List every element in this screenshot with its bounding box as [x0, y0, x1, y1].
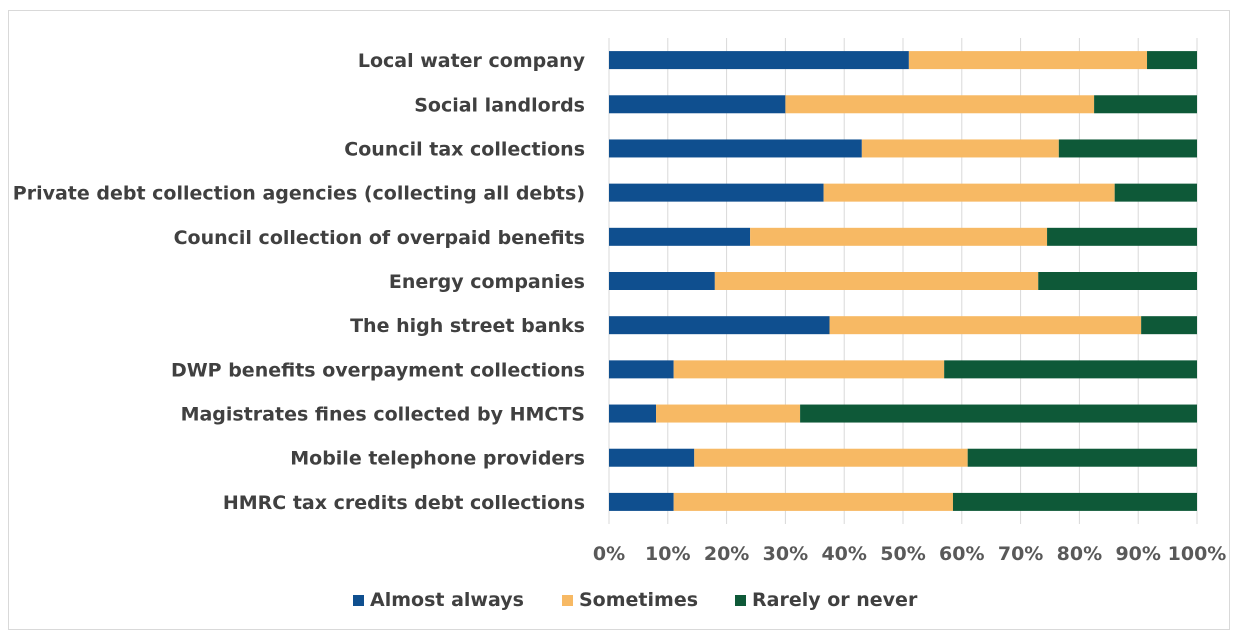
x-tick-label: 90% — [1115, 543, 1160, 565]
bar-rarely-or-never — [952, 492, 1197, 511]
legend-label: Almost always — [370, 589, 524, 611]
category-label: The high street banks — [350, 315, 585, 337]
category-label: Local water company — [358, 50, 586, 72]
bar-rarely-or-never — [800, 404, 1197, 423]
bar-almost-always — [609, 492, 674, 511]
bar-rarely-or-never — [1038, 272, 1197, 290]
x-tick-label: 60% — [939, 543, 984, 565]
legend-label: Rarely or never — [752, 589, 918, 611]
bar-sometimes — [673, 360, 945, 379]
legend-label: Sometimes — [579, 589, 698, 611]
legend-swatch — [562, 595, 573, 606]
legend-swatch — [353, 595, 364, 606]
bar-sometimes — [823, 183, 1115, 202]
bar-sometimes — [656, 404, 801, 423]
category-label: Energy companies — [389, 271, 585, 293]
x-tick-label: 100% — [1168, 543, 1227, 565]
x-tick-label: 80% — [1057, 543, 1102, 565]
bar-sometimes — [694, 448, 968, 467]
category-label: Social landlords — [414, 94, 585, 116]
x-tick-label: 70% — [998, 543, 1043, 565]
bar-sometimes — [861, 139, 1059, 158]
bar-rarely-or-never — [967, 448, 1197, 467]
bar-rarely-or-never — [1114, 183, 1197, 202]
bar-sometimes — [908, 51, 1148, 70]
legend-swatch — [735, 595, 746, 606]
bar-sometimes — [714, 272, 1039, 290]
x-tick-label: 40% — [821, 543, 866, 565]
bar-almost-always — [609, 404, 657, 423]
x-tick-label: 50% — [880, 543, 925, 565]
category-label: Council tax collections — [344, 138, 585, 160]
bar-almost-always — [609, 316, 830, 335]
category-label: HMRC tax credits debt collections — [223, 492, 585, 514]
bar-almost-always — [609, 227, 751, 246]
bar-almost-always — [609, 360, 674, 379]
category-label: Magistrates fines collected by HMCTS — [181, 404, 585, 426]
bar-almost-always — [609, 95, 786, 114]
bar-almost-always — [609, 448, 695, 467]
bar-sometimes — [785, 95, 1095, 114]
bar-sometimes — [829, 316, 1142, 335]
x-tick-label: 10% — [645, 543, 690, 565]
x-tick-label: 30% — [763, 543, 808, 565]
bar-rarely-or-never — [1094, 95, 1197, 114]
category-label: Council collection of overpaid benefits — [174, 227, 585, 249]
x-tick-label: 0% — [593, 543, 625, 565]
bar-rarely-or-never — [1147, 51, 1197, 70]
bar-rarely-or-never — [1047, 227, 1197, 246]
bar-sometimes — [673, 492, 953, 511]
category-label: DWP benefits overpayment collections — [171, 359, 585, 381]
bar-sometimes — [750, 227, 1048, 246]
bar-almost-always — [609, 272, 715, 290]
category-label: Mobile telephone providers — [290, 448, 585, 470]
x-tick-label: 20% — [704, 543, 749, 565]
bar-rarely-or-never — [1141, 316, 1197, 335]
bar-almost-always — [609, 183, 824, 202]
bar-rarely-or-never — [944, 360, 1197, 379]
bar-almost-always — [609, 51, 909, 70]
bar-rarely-or-never — [1058, 139, 1197, 158]
category-label: Private debt collection agencies (collec… — [13, 183, 585, 205]
bar-almost-always — [609, 139, 862, 158]
